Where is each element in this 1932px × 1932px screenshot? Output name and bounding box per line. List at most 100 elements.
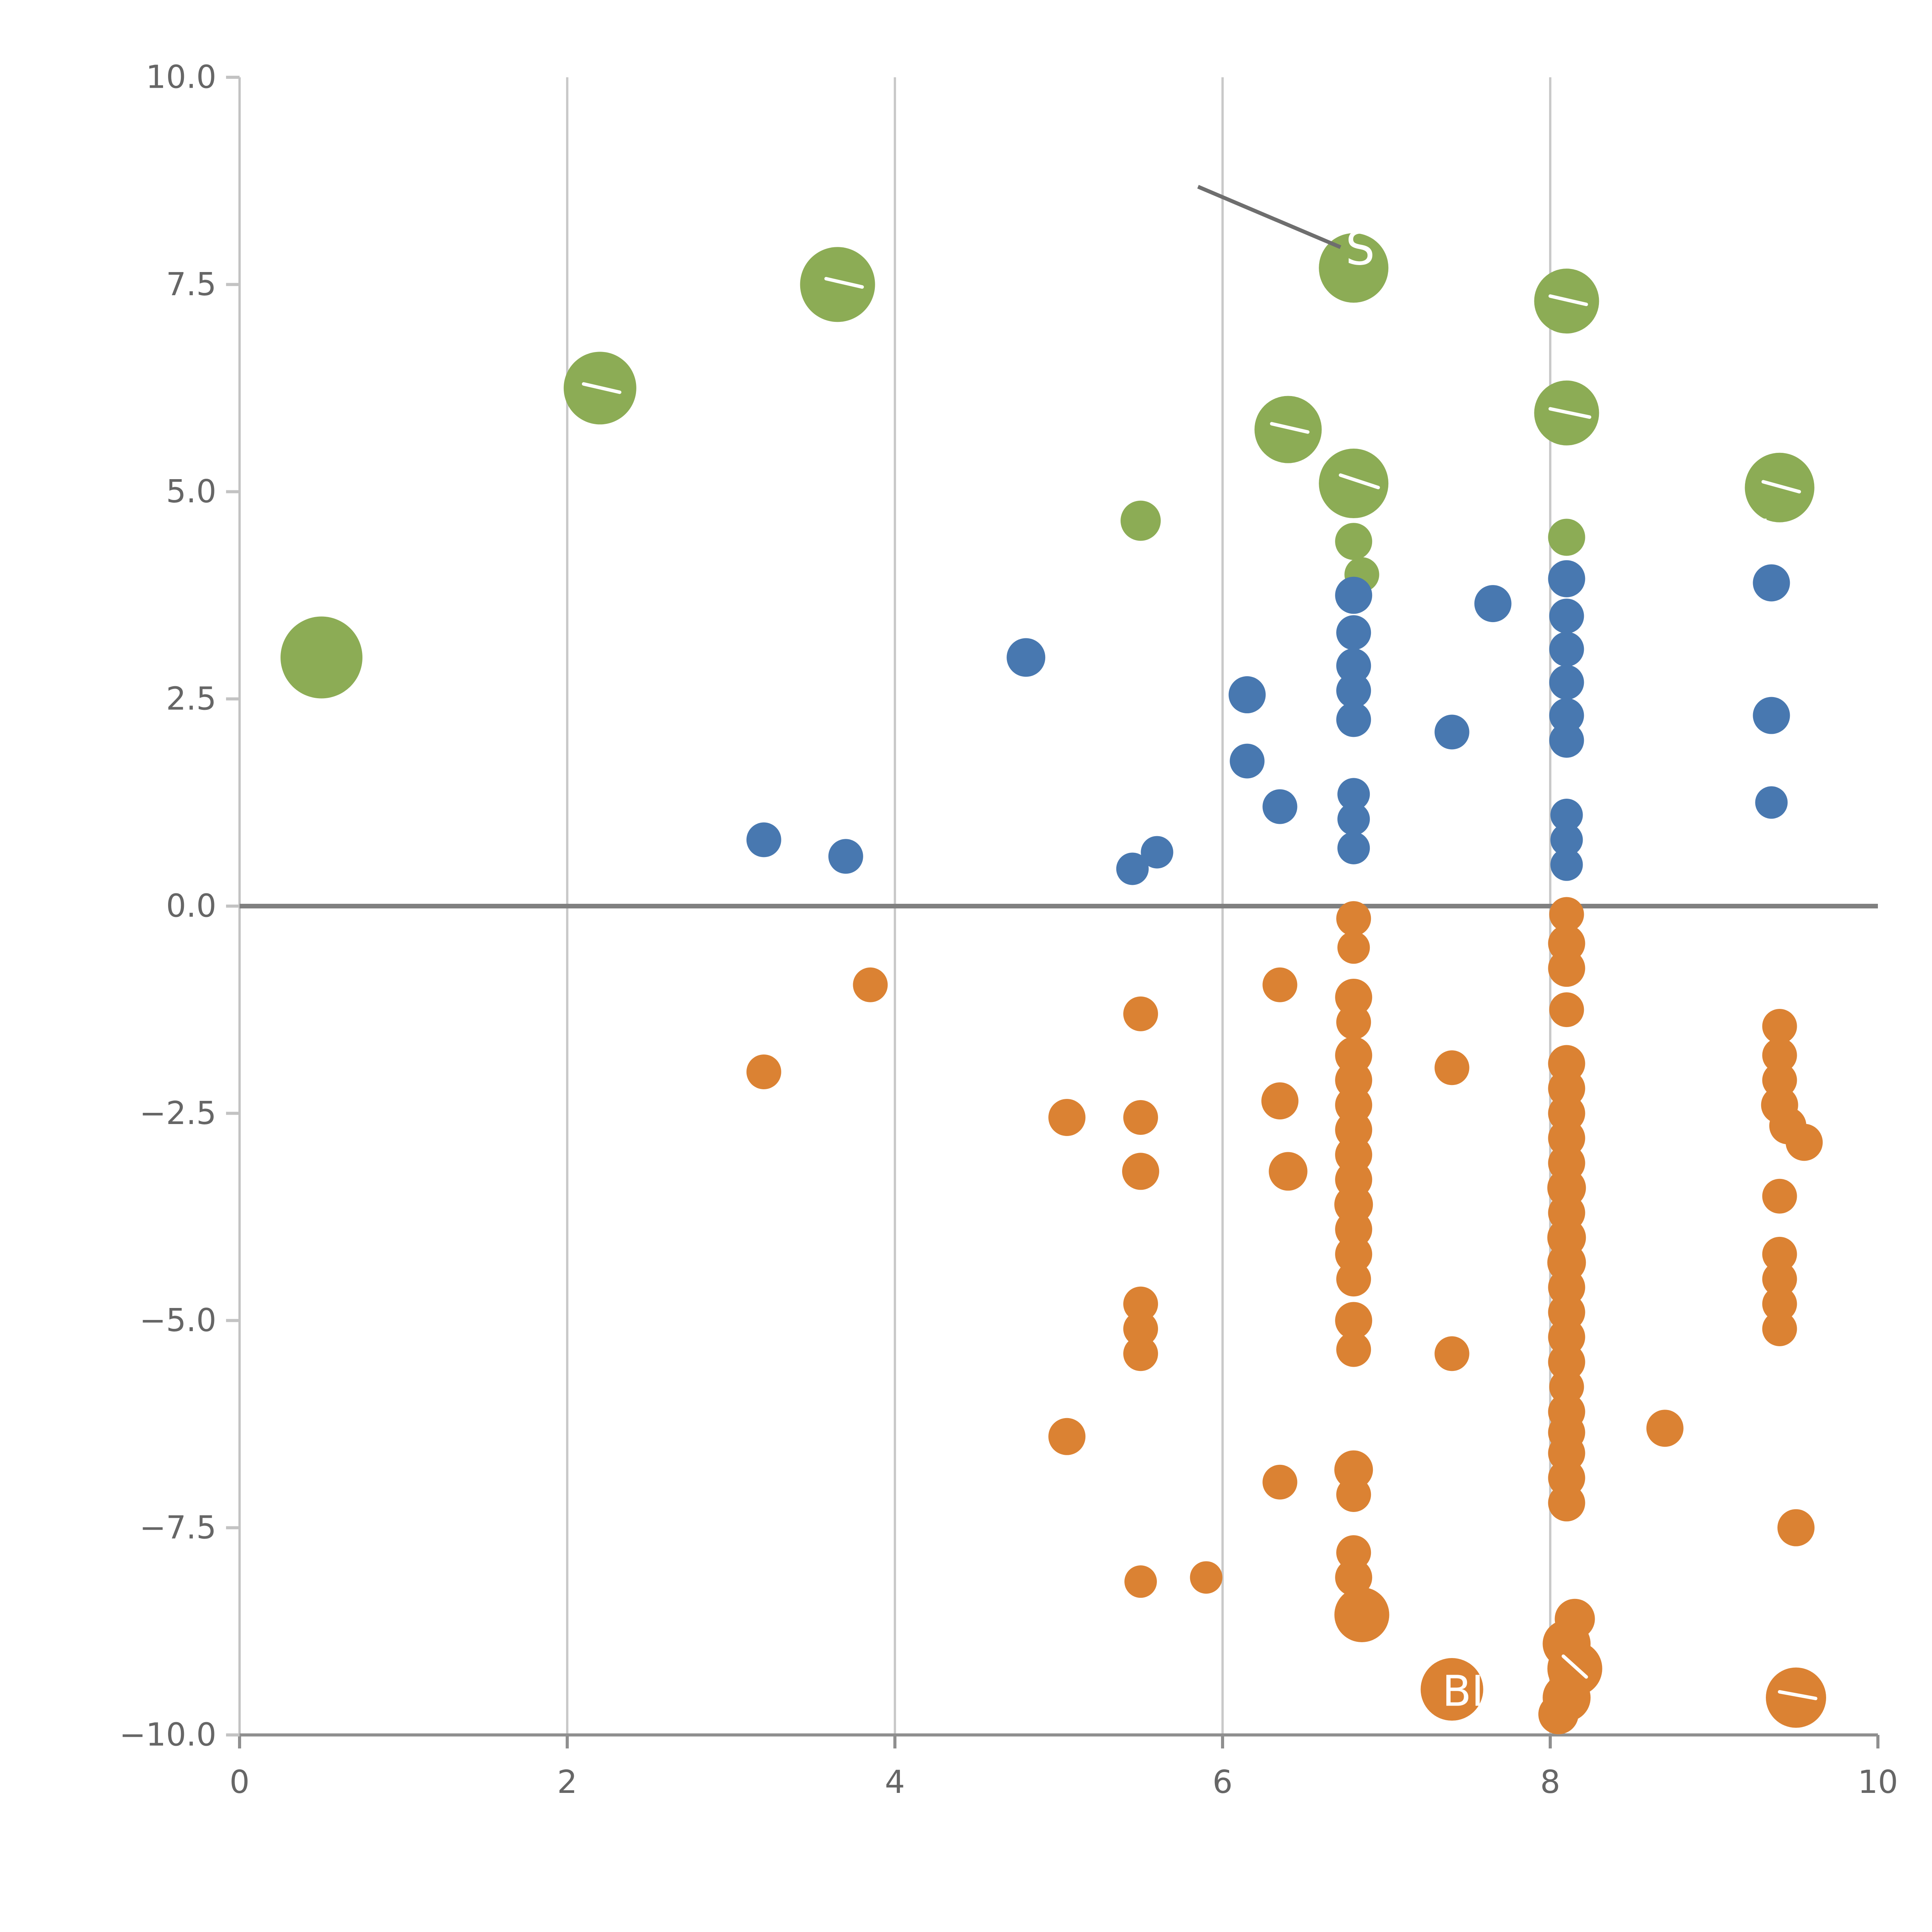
bubble-blue: [1337, 803, 1370, 835]
bubble-orange: [1762, 1262, 1797, 1297]
bubble-blue: [1753, 697, 1790, 734]
bubble-blue: [1335, 577, 1372, 614]
bubble-orange: [1262, 1464, 1298, 1500]
annotation-leader-line: [1197, 185, 1342, 249]
bubble-orange: [1434, 1336, 1469, 1371]
bubble-orange: [1123, 1286, 1158, 1321]
bubble-orange: [1336, 1332, 1371, 1367]
bubble-orange: [1335, 978, 1372, 1016]
bubble-orange: [1335, 1302, 1372, 1339]
y-tick-label: 2.5: [166, 680, 216, 717]
bubble-blue: [1336, 673, 1371, 708]
bubble-orange: [1048, 1099, 1086, 1136]
bubble-green: [1121, 500, 1161, 541]
bubble-label: BIO: [1442, 1666, 1517, 1716]
y-tick-label: −5.0: [139, 1302, 216, 1339]
x-tick-label: 8: [1540, 1764, 1560, 1801]
y-tick-label: −7.5: [139, 1509, 216, 1546]
label-fragment: [1778, 1690, 1818, 1701]
x-tick-label: 6: [1213, 1764, 1233, 1801]
bubble-orange: [1334, 1450, 1373, 1489]
bubble-blue: [1336, 648, 1371, 683]
bubble-blue: [1116, 852, 1149, 885]
bubble-blue: [1549, 698, 1584, 733]
bubble-blue: [1434, 714, 1469, 750]
bubble-blue: [1549, 665, 1584, 700]
bubble-blue: [828, 839, 863, 874]
bubble-orange: [1269, 1152, 1308, 1191]
bubble-orange: [1335, 1559, 1372, 1596]
bubble-green: [281, 616, 362, 699]
bubble-orange: [1549, 897, 1584, 932]
bubble-orange: [1123, 1311, 1158, 1346]
bubble-orange: [1337, 931, 1370, 964]
label-fragment: [1338, 473, 1380, 490]
y-tick-label: 0.0: [166, 888, 216, 925]
y-tick-label: 7.5: [166, 266, 216, 303]
bubble-orange: [1336, 1477, 1371, 1512]
bubble-orange: [1538, 1694, 1579, 1735]
bubble-orange: [853, 967, 888, 1002]
label-fragment: [1561, 1654, 1588, 1679]
bubble-orange: [1434, 1050, 1469, 1085]
bubble-blue: [1548, 560, 1585, 597]
bubble-green: [800, 247, 875, 322]
bubble-orange: [1762, 1236, 1797, 1272]
bubble-orange: [746, 1054, 781, 1089]
bubble-orange: [1124, 1565, 1157, 1598]
bubble-blue: [1262, 789, 1298, 824]
bubble-orange: [1777, 1509, 1815, 1546]
bubble-label: S: [1345, 222, 1375, 276]
y-tick-label: 10.0: [146, 59, 216, 96]
bubble-blue: [1336, 615, 1371, 650]
bubble-blue: [1550, 823, 1583, 856]
bubble-orange: [1123, 996, 1158, 1031]
bubble-blue: [1230, 743, 1265, 779]
bubble-orange: [1766, 1667, 1826, 1728]
y-tick-label: −10.0: [119, 1717, 216, 1753]
bubble-blue: [1474, 585, 1512, 622]
bubble-blue: [1007, 638, 1046, 677]
bubble-orange: [1335, 1235, 1372, 1273]
bubble-orange: [1420, 1658, 1483, 1721]
x-tick-label: 0: [230, 1764, 250, 1801]
label-fragment: [824, 277, 864, 289]
bubble-green: [1319, 233, 1389, 303]
y-tick-label: −2.5: [139, 1095, 216, 1132]
bubble-orange: [1262, 967, 1298, 1002]
bubble-blue: [1337, 832, 1370, 864]
x-tick-label: 2: [557, 1764, 577, 1801]
bubble-blue: [1549, 723, 1584, 758]
bubble-orange: [1646, 1410, 1684, 1447]
y-tick-label: 5.0: [166, 473, 216, 510]
label-fragment: [582, 382, 622, 394]
bubble-orange: [1190, 1561, 1223, 1594]
bubble-orange: [1261, 1082, 1299, 1120]
bubble-label: Ju: [1757, 512, 1793, 554]
bubble-blue: [1549, 599, 1584, 634]
bubble-blue: [1141, 836, 1173, 869]
bubble-orange: [1762, 1311, 1797, 1346]
bubble-orange: [1548, 949, 1585, 987]
bubble-orange: [1762, 1179, 1797, 1214]
bubble-orange: [1123, 1336, 1158, 1371]
bubble-blue: [1336, 702, 1371, 737]
bubble-green: [1319, 449, 1389, 519]
bubble-green: [1335, 523, 1372, 560]
label-fragment: [1548, 407, 1592, 419]
bubble-blue: [1755, 786, 1788, 819]
bubble-blue: [1549, 632, 1584, 667]
bubble-blue: [1550, 799, 1583, 832]
bubble-orange: [1549, 992, 1584, 1027]
bubble-blue: [1228, 676, 1266, 714]
bubble-green: [1548, 519, 1585, 556]
bubble-orange: [1122, 1153, 1159, 1190]
bubble-orange: [1336, 1262, 1371, 1297]
x-tick-label: 10: [1858, 1764, 1898, 1801]
bubble-orange: [1123, 1100, 1158, 1135]
label-fragment: [1270, 422, 1310, 434]
bubble-orange: [1548, 1484, 1585, 1522]
bubble-orange: [1762, 1009, 1797, 1044]
bubble-blue: [746, 822, 781, 857]
bubble-orange: [1336, 901, 1371, 936]
